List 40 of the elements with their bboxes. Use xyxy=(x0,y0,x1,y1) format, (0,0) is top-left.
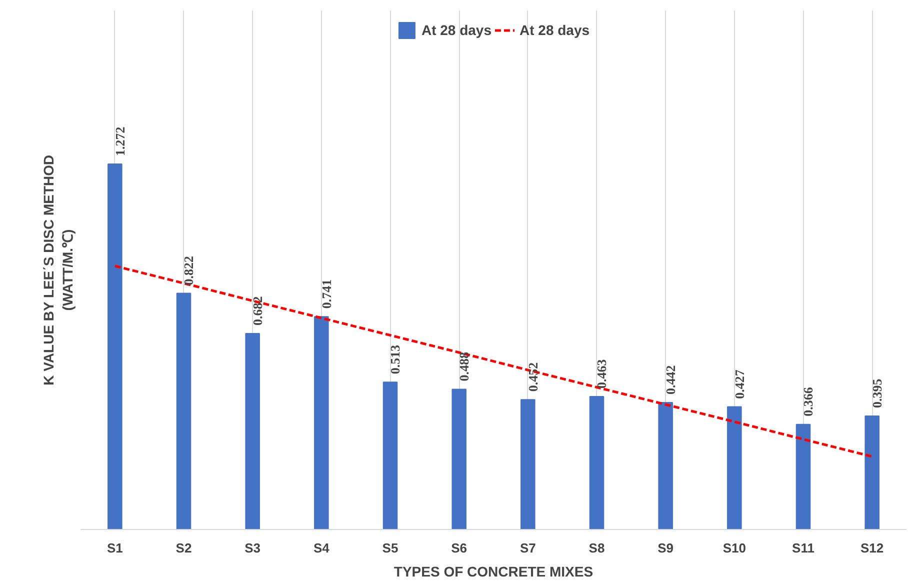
data-label: 0.395 xyxy=(870,378,885,408)
x-tick-label: S8 xyxy=(588,540,605,556)
x-tick-label: S3 xyxy=(244,540,261,556)
legend-label: At 28 days xyxy=(421,22,492,38)
data-label: 0.682 xyxy=(250,296,266,326)
bar xyxy=(452,388,466,530)
bar xyxy=(176,292,192,530)
data-label: 0.513 xyxy=(388,344,403,374)
data-label: 0.452 xyxy=(525,362,540,392)
legend-label: At 28 days xyxy=(520,22,590,38)
x-axis-title: TYPES OF CONCRETE MIXES xyxy=(394,564,594,580)
x-tick-label: S12 xyxy=(860,540,884,556)
data-label: 0.442 xyxy=(663,365,678,394)
x-tick-label: S2 xyxy=(176,540,192,556)
bar xyxy=(589,396,604,530)
x-tick-label: S1 xyxy=(106,540,123,556)
x-tick-label: S5 xyxy=(382,540,398,556)
x-tick-label: S11 xyxy=(792,540,814,556)
data-label: 0.463 xyxy=(594,358,610,388)
data-label: 0.427 xyxy=(732,369,747,399)
data-label: 0.488 xyxy=(456,352,472,382)
bar xyxy=(108,164,122,530)
bar xyxy=(314,316,329,530)
bar xyxy=(796,424,811,530)
bar xyxy=(727,406,742,530)
bar xyxy=(658,402,673,530)
bar xyxy=(382,382,398,530)
data-label: 0.741 xyxy=(318,279,334,309)
x-tick-label: S10 xyxy=(722,540,746,556)
x-tick-label: S6 xyxy=(451,540,468,556)
x-tick-label: S7 xyxy=(520,540,536,556)
bar xyxy=(245,333,260,530)
data-label: 1.272 xyxy=(112,126,128,156)
y-axis-title: K VALUE BY LEE΄S DISC METHOD (WATT/M.℃) xyxy=(40,154,76,386)
data-label: 0.366 xyxy=(800,386,816,416)
x-tick-label: S9 xyxy=(658,540,674,556)
bar xyxy=(520,399,536,530)
x-tick-label: S4 xyxy=(313,540,330,556)
data-label: 0.822 xyxy=(181,256,196,286)
bar xyxy=(864,416,880,530)
